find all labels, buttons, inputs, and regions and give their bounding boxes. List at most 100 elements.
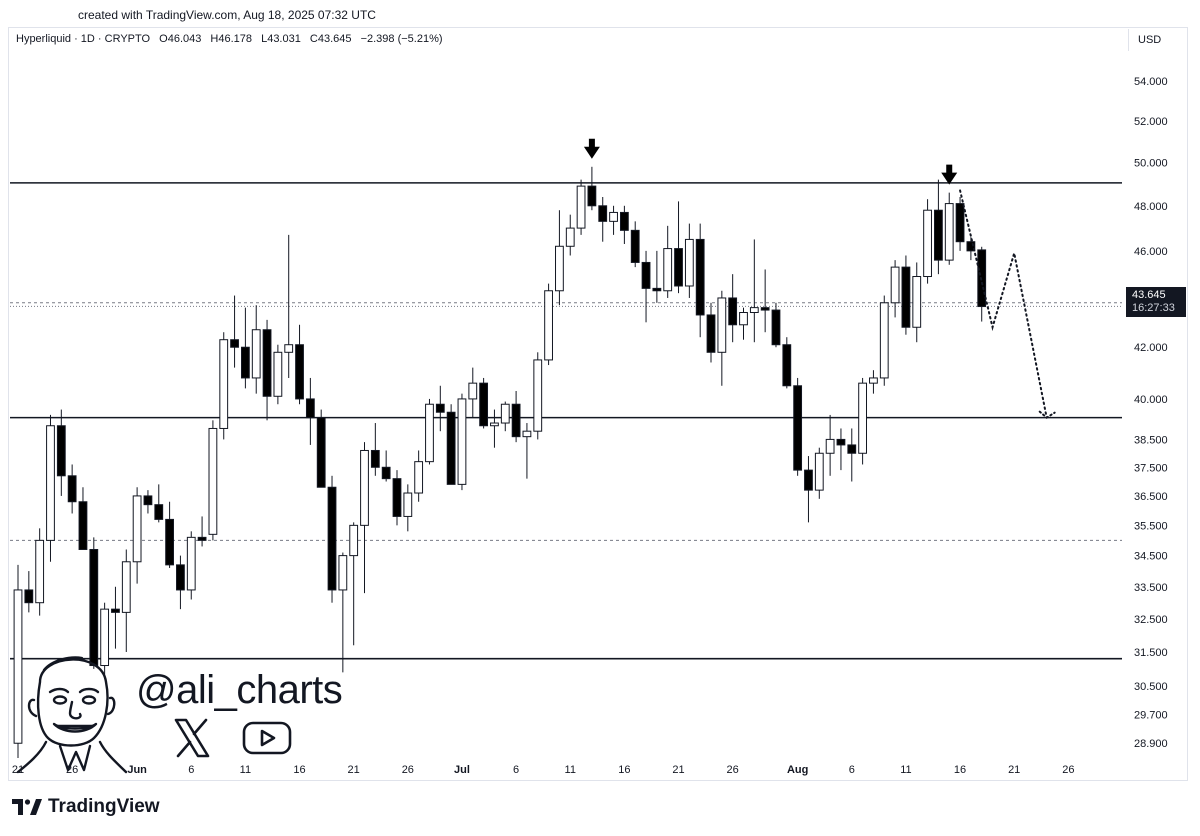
last-price-badge: 43.645 16:27:33 [1126,287,1186,317]
candle-down [230,339,239,348]
candle-down [966,241,976,252]
legend-close: C43.645 [309,33,352,45]
candle-down [836,438,846,446]
candle-up [663,248,673,292]
arrow-down-marker-icon [941,164,958,185]
candle-down [760,307,770,311]
candle-up [944,203,954,261]
candle-up [208,427,218,535]
candle-down [111,608,120,613]
candle-down [165,518,174,566]
candle-up [739,312,748,326]
candle-down [652,287,662,292]
y-tick-label: 52.000 [1134,116,1168,128]
y-tick-label: 30.500 [1134,681,1168,693]
x-tick-label: 6 [188,764,194,776]
candle-up [414,461,424,494]
x-tick-label: 16 [954,764,966,776]
candle-down [197,536,207,541]
candle-up [100,608,110,667]
currency-selector[interactable]: USD [1128,29,1184,51]
tradingview-brand: TradingView [48,796,160,817]
chart-frame [8,27,1188,781]
y-tick-label: 34.500 [1134,551,1168,563]
candle-down [901,266,911,328]
projection-path [959,189,1048,419]
x-tick-label: 21 [348,764,360,776]
candle-up [273,351,283,397]
candle-up [890,266,900,304]
candle-down [24,589,34,604]
candle-down [316,417,326,488]
x-tick-label: 16 [618,764,630,776]
candle-up [121,561,131,613]
candle-down [176,564,185,591]
candle-up [717,297,727,353]
x-tick-label: 21 [1008,764,1020,776]
y-tick-label: 54.000 [1134,76,1168,88]
y-tick-label: 42.000 [1134,342,1168,354]
candle-up [912,276,922,328]
x-tick-label: 6 [513,764,519,776]
candle-up [533,359,543,432]
candle-up [522,430,532,438]
created-with-label: created with TradingView.com, Aug 18, 20… [78,8,376,22]
candle-up [923,209,932,278]
candle-up [349,524,359,557]
candle-down [295,344,304,400]
candle-down [598,205,608,222]
candle-up [565,227,575,247]
candle-down [955,203,965,243]
x-tick-label: 11 [240,764,251,776]
x-logo-icon [174,718,210,758]
y-tick-label: 38.500 [1134,434,1168,446]
avatar-caricature-icon [16,656,128,774]
candle-down [847,444,857,454]
x-tick-label: 21 [12,764,24,776]
x-tick-label: 26 [727,764,739,776]
candle-down [240,346,250,379]
y-tick-label: 46.000 [1134,246,1168,258]
y-tick-label: 29.700 [1134,709,1168,721]
y-tick-label: 32.500 [1134,614,1168,626]
y-tick-label: 33.500 [1134,582,1168,594]
candle-down [695,238,705,316]
candle-up [46,425,55,541]
y-tick-label: 50.000 [1134,158,1168,170]
candle-up [35,539,45,604]
legend-open: O46.043 [159,33,202,45]
x-tick-label: 11 [565,764,576,776]
x-tick-label: 11 [900,764,911,776]
candle-down [782,344,792,387]
candle-up [684,238,694,287]
youtube-play-icon [242,721,292,755]
candle-up [825,438,835,454]
candle-down [630,229,640,263]
candle-down [587,185,597,207]
candle-down [392,478,402,517]
candle-down [435,403,445,413]
candle-down [67,475,77,503]
x-tick-label: 16 [293,764,305,776]
last-price-value: 43.645 [1132,289,1166,301]
candle-up [500,403,510,424]
candle-up [555,245,564,292]
candle-up [457,398,467,485]
tradingview-logo: TradingView [12,796,160,818]
projection-arrowhead [1038,410,1056,419]
candle-up [284,344,294,353]
candle-down [327,486,337,591]
y-tick-label: 48.000 [1134,201,1168,213]
y-tick-label: 37.500 [1134,462,1168,474]
y-tick-label: 28.900 [1134,738,1168,750]
candle-down [305,398,315,419]
candle-down [446,411,456,485]
candle-up [132,495,142,563]
x-tick-label: Jun [127,764,147,776]
candle-down [78,501,88,550]
candle-up [609,211,618,222]
candle-down [804,469,813,491]
candle-down [370,449,380,468]
x-tick-label: 26 [402,764,414,776]
